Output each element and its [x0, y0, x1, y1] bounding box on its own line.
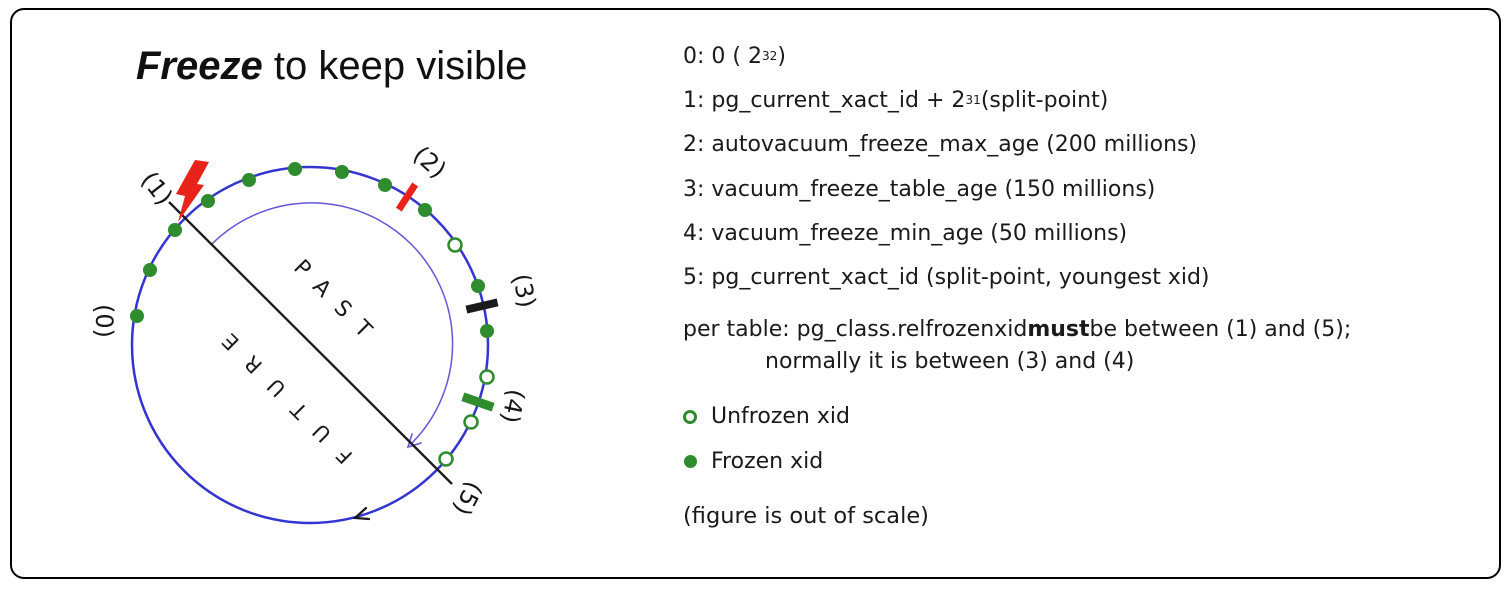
frozen-xid-dot: [335, 165, 349, 179]
text-segment: normally it is between (3) and (4): [765, 349, 1135, 375]
point-label-5: (5): [448, 477, 488, 520]
per-table-line-2: normally it is between (3) and (4): [683, 346, 1351, 379]
xid-circle-diagram: PAST FUTURE (0) (1) (2) (3) (4) (5): [0, 0, 640, 588]
text-segment: 5: pg_current_xact_id (split-point, youn…: [683, 265, 1210, 291]
unfrozen-xid-dot: [447, 237, 463, 253]
zone-text-past: PAST: [288, 255, 387, 354]
frozen-xid-dot: [378, 178, 392, 192]
slide-title: Freeze to keep visible: [136, 44, 527, 89]
point-label-2: (2): [408, 140, 452, 184]
frozen-xid-dot: [201, 194, 215, 208]
vacuum-freeze-table-age-tick: [465, 298, 499, 314]
list-item-2: 2: autovacuum_freeze_max_age (200 millio…: [683, 123, 1210, 167]
inner-arc-arrowhead: [406, 433, 422, 449]
wraparound-lightning-icon: [176, 160, 209, 222]
list-item-4: 4: vacuum_freeze_min_age (50 millions): [683, 211, 1210, 255]
point-label-4: (4): [496, 387, 530, 426]
list-item-5: 5: pg_current_xact_id (split-point, youn…: [683, 255, 1210, 299]
legend-label-unfrozen: Unfrozen xid: [711, 404, 850, 429]
list-item-1: 1: pg_current_xact_id + 2 31 (split-point…: [683, 87, 1109, 113]
text-segment: 1: pg_current_xact_id + 2: [683, 87, 966, 113]
per-table-rule: per table: pg_class.relfrozenxid must be…: [683, 313, 1351, 378]
scale-note: (figure is out of scale): [683, 503, 929, 529]
text-segment: 2: autovacuum_freeze_max_age (200 millio…: [683, 132, 1198, 158]
ring-direction-arrowhead: [352, 506, 371, 521]
frozen-xid-dot: [168, 223, 182, 237]
title-emphasis: Freeze: [136, 44, 263, 88]
legend: Unfrozen xid Frozen xid: [683, 394, 850, 484]
point-label-3: (3): [507, 271, 541, 310]
title-rest: to keep visible: [262, 44, 528, 88]
zone-text-future: FUTURE: [205, 316, 357, 468]
point-label-0: (0): [90, 304, 118, 338]
split-point-line: [168, 201, 453, 485]
frozen-xid-dot: [242, 173, 256, 187]
text-segment: ): [777, 43, 786, 69]
text-segment: (split-point): [980, 87, 1109, 113]
frozen-xid-dot: [130, 309, 144, 323]
frozen-xid-dot: [288, 162, 302, 176]
unfrozen-xid-icon: [683, 409, 697, 424]
inner-direction-arc: [210, 202, 454, 444]
legend-item-frozen: Frozen xid: [683, 439, 850, 484]
vacuum-freeze-min-age-tick: [461, 392, 495, 412]
list-item-0: 0: 0 ( 2 32 ): [683, 43, 786, 69]
list-item-3: 3: vacuum_freeze_table_age (150 millions…: [683, 167, 1210, 211]
frozen-xid-icon: [684, 455, 697, 468]
explanation-panel: 0: 0 ( 2 32 ) 1: pg_current_xact_id + 2 31…: [683, 0, 1498, 588]
per-table-line-1: per table: pg_class.relfrozenxid must be…: [683, 313, 1351, 346]
text-segment: be between (1) and (5);: [1089, 316, 1352, 342]
frozen-xid-dot: [471, 279, 485, 293]
frozen-xid-dot: [418, 203, 432, 217]
text-segment: 3: vacuum_freeze_table_age (150 millions…: [683, 176, 1156, 202]
frozen-xid-dot: [480, 324, 494, 338]
text-segment: must: [1027, 316, 1090, 342]
text-segment: per table: pg_class.relfrozenxid: [683, 316, 1028, 342]
unfrozen-xid-dot: [479, 369, 495, 385]
unfrozen-xid-dot: [463, 414, 479, 430]
slide-border: [10, 8, 1501, 579]
legend-label-frozen: Frozen xid: [711, 449, 824, 474]
unfrozen-xid-dot: [438, 451, 454, 467]
frozen-xid-dot: [143, 263, 157, 277]
xid-point-list: 0: 0 ( 2 32 ) 1: pg_current_xact_id + 2 31…: [683, 34, 1210, 300]
text-segment: 4: vacuum_freeze_min_age (50 millions): [683, 220, 1128, 246]
text-segment: 0: 0 ( 2: [683, 43, 762, 69]
xid-ring: [130, 165, 490, 525]
legend-item-unfrozen: Unfrozen xid: [683, 394, 850, 439]
autovacuum-freeze-max-age-tick: [395, 182, 419, 212]
